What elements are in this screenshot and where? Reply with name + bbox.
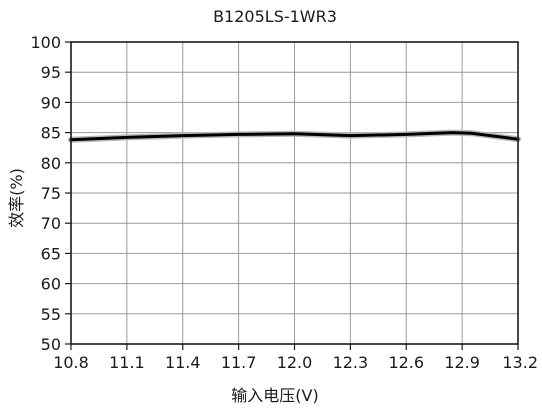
- x-axis-label: 输入电压(V): [231, 386, 318, 405]
- y-tick-label: 70: [41, 214, 61, 233]
- series-line: [69, 131, 520, 142]
- y-tick-label: 95: [41, 63, 61, 82]
- x-tick-label: 12.3: [333, 353, 369, 372]
- x-tick-label: 12.0: [277, 353, 313, 372]
- series-layer: [68, 129, 521, 143]
- y-tick-label: 85: [41, 124, 61, 143]
- x-tick-label: 11.4: [165, 353, 201, 372]
- y-tick-label: 75: [41, 184, 61, 203]
- grid: [70, 41, 519, 345]
- x-tick-label: 10.8: [53, 353, 89, 372]
- y-tick-label: 50: [41, 335, 61, 354]
- y-tick-label: 60: [41, 275, 61, 294]
- x-tick-label: 12.9: [444, 353, 480, 372]
- x-tick-label: 12.6: [388, 353, 424, 372]
- y-tick-label: 55: [41, 305, 61, 324]
- x-tick-label: 13.2: [502, 353, 538, 372]
- y-axis-ticks: 100 95 90 85 80 75 70 65 60 55 50: [30, 33, 71, 354]
- x-tick-label: 11.1: [109, 353, 145, 372]
- chart-title: B1205LS-1WR3: [213, 7, 337, 26]
- y-tick-label: 90: [41, 93, 61, 112]
- y-axis-label: 效率(%): [7, 168, 26, 228]
- y-tick-label: 100: [30, 33, 61, 52]
- y-tick-label: 80: [41, 154, 61, 173]
- x-tick-label: 11.7: [221, 353, 257, 372]
- x-axis-ticks: 10.8 11.1 11.4 11.7 12.0 12.3 12.6 12.9 13.2: [53, 344, 538, 372]
- y-tick-label: 65: [41, 244, 61, 263]
